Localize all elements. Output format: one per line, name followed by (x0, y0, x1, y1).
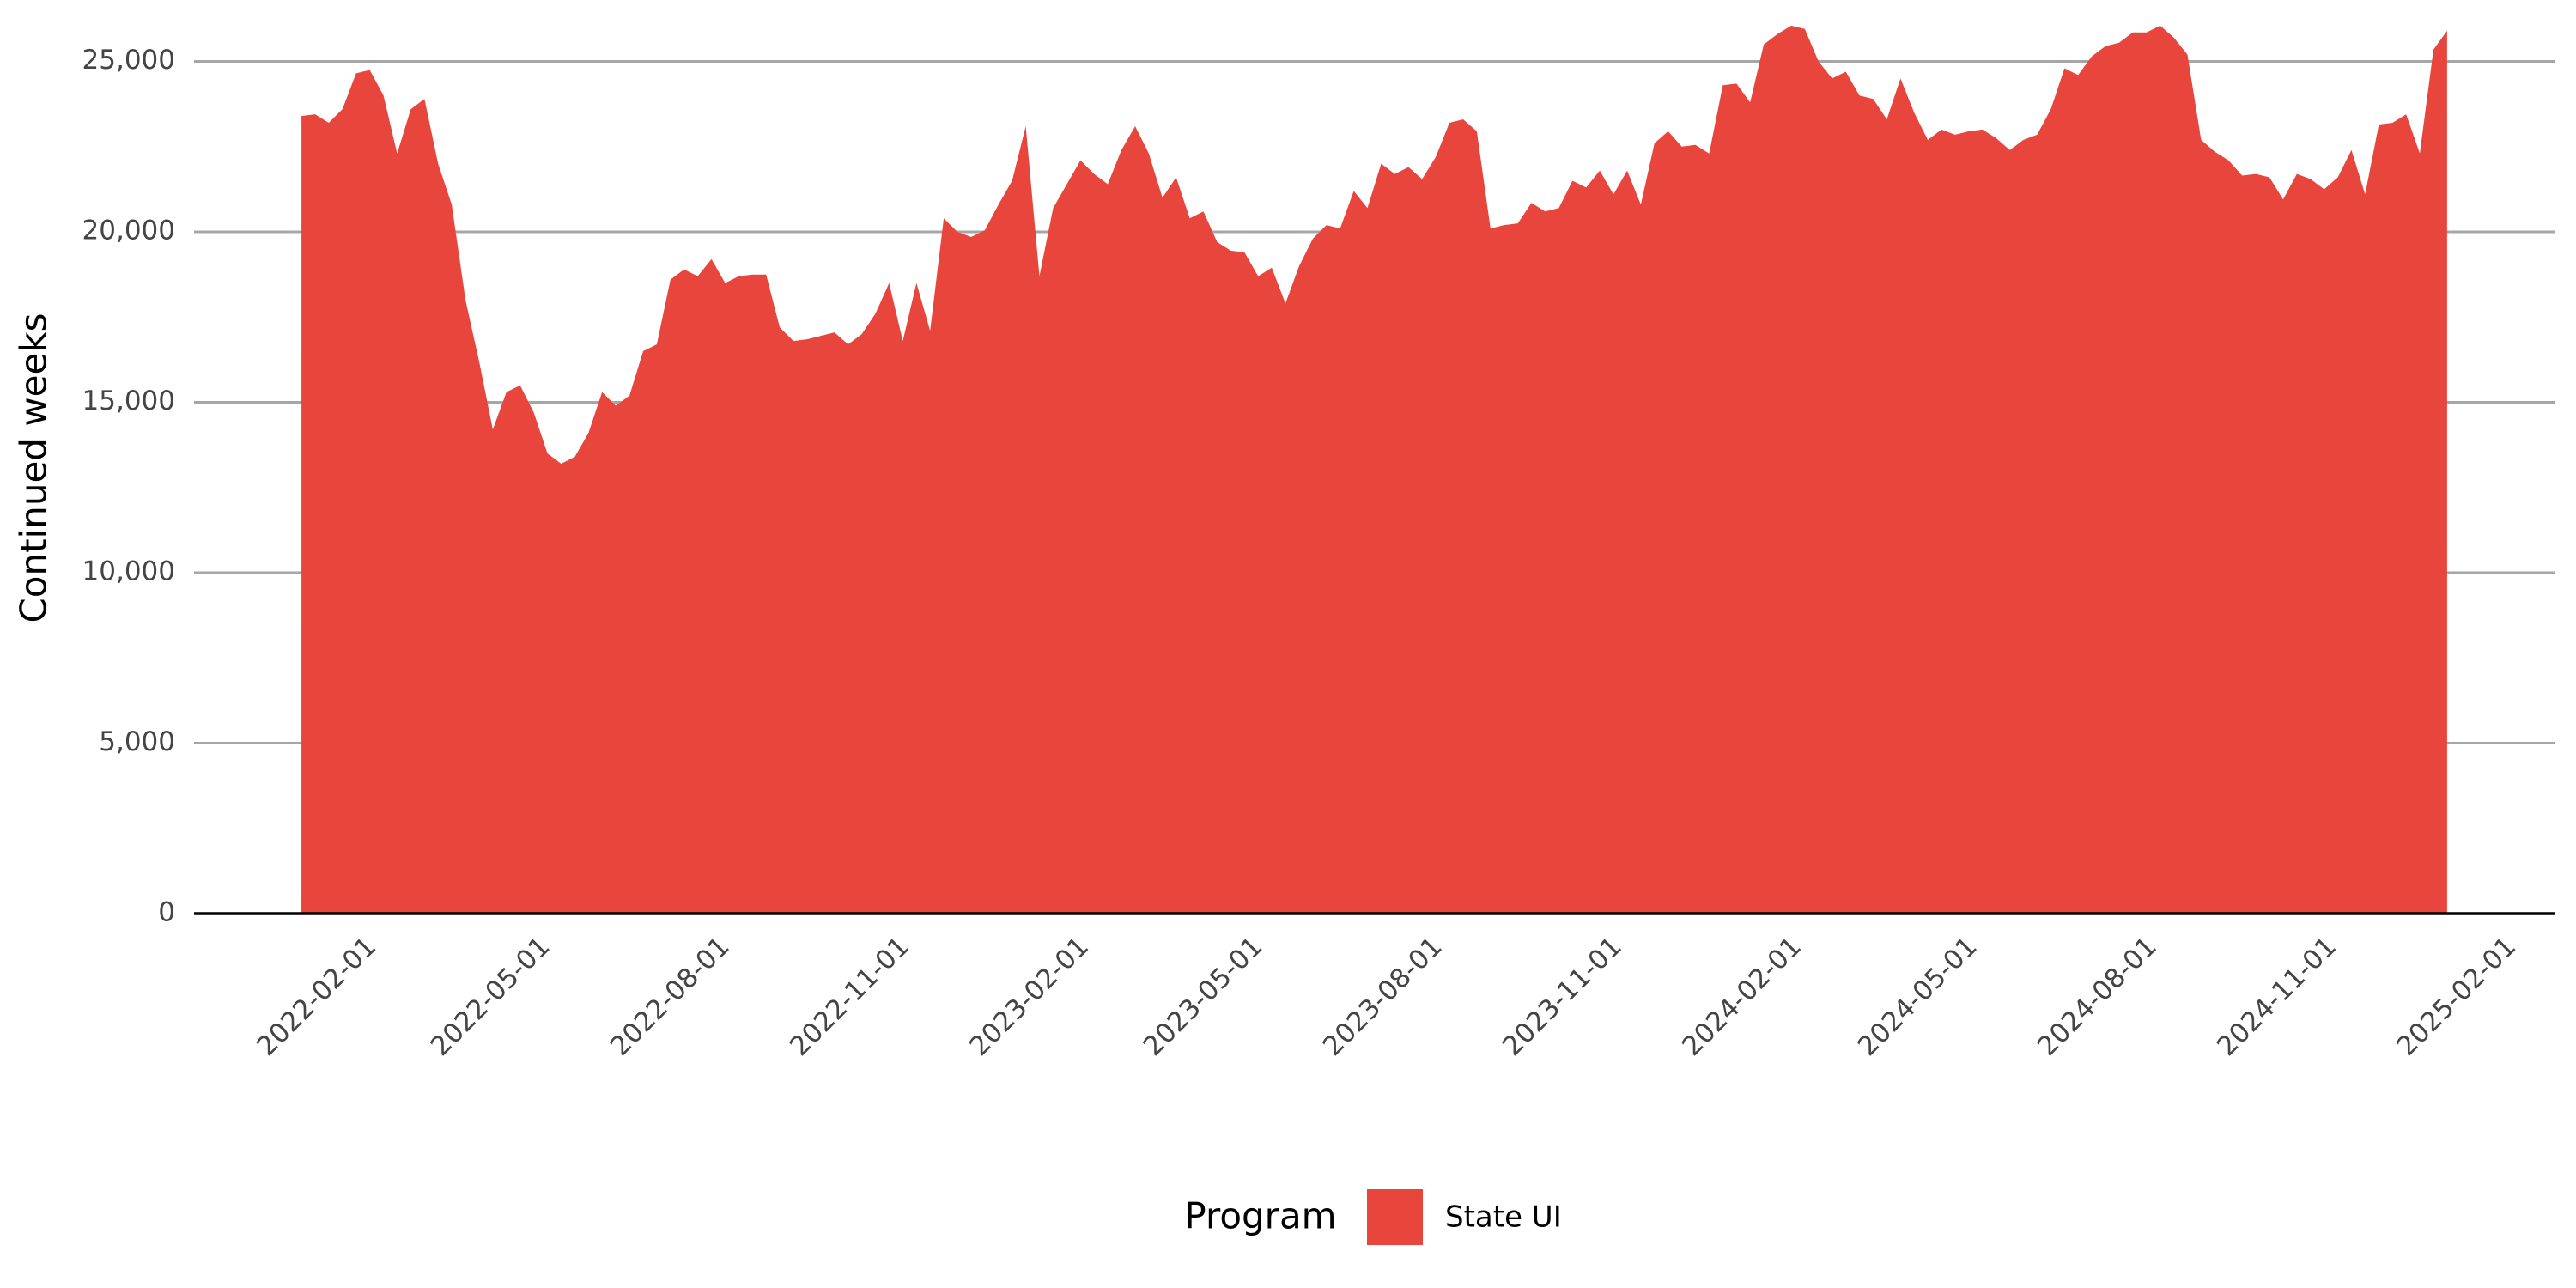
legend-swatch (1367, 1189, 1423, 1245)
y-tick-label: 0 (158, 897, 175, 928)
legend-label: State UI (1445, 1200, 1562, 1235)
y-tick-label: 20,000 (82, 216, 175, 246)
x-tick-label: 2024-11-01 (2211, 931, 2342, 1062)
x-tick-label: 2022-08-01 (605, 931, 736, 1062)
x-tick-label: 2022-05-01 (425, 931, 556, 1062)
x-tick-label: 2022-02-01 (251, 931, 382, 1062)
x-tick-label: 2024-05-01 (1852, 931, 1984, 1062)
x-tick-label: 2023-05-01 (1138, 931, 1269, 1062)
x-tick-label: 2022-11-01 (784, 931, 915, 1062)
y-axis-title: Continued weeks (13, 313, 55, 623)
legend-title: Program (1184, 1195, 1336, 1237)
x-tick-label: 2023-02-01 (963, 931, 1095, 1062)
x-tick-label: 2023-11-01 (1497, 931, 1628, 1062)
x-tick-label: 2023-08-01 (1317, 931, 1449, 1062)
x-tick-label: 2025-02-01 (2391, 931, 2522, 1062)
y-tick-label: 5,000 (99, 726, 175, 757)
area (301, 25, 2447, 914)
x-tick-label: 2024-02-01 (1676, 931, 1807, 1062)
x-tick-label: 2024-08-01 (2032, 931, 2163, 1062)
y-tick-label: 15,000 (82, 386, 175, 416)
y-tick-label: 10,000 (82, 556, 175, 587)
y-tick-label: 25,000 (82, 45, 175, 76)
